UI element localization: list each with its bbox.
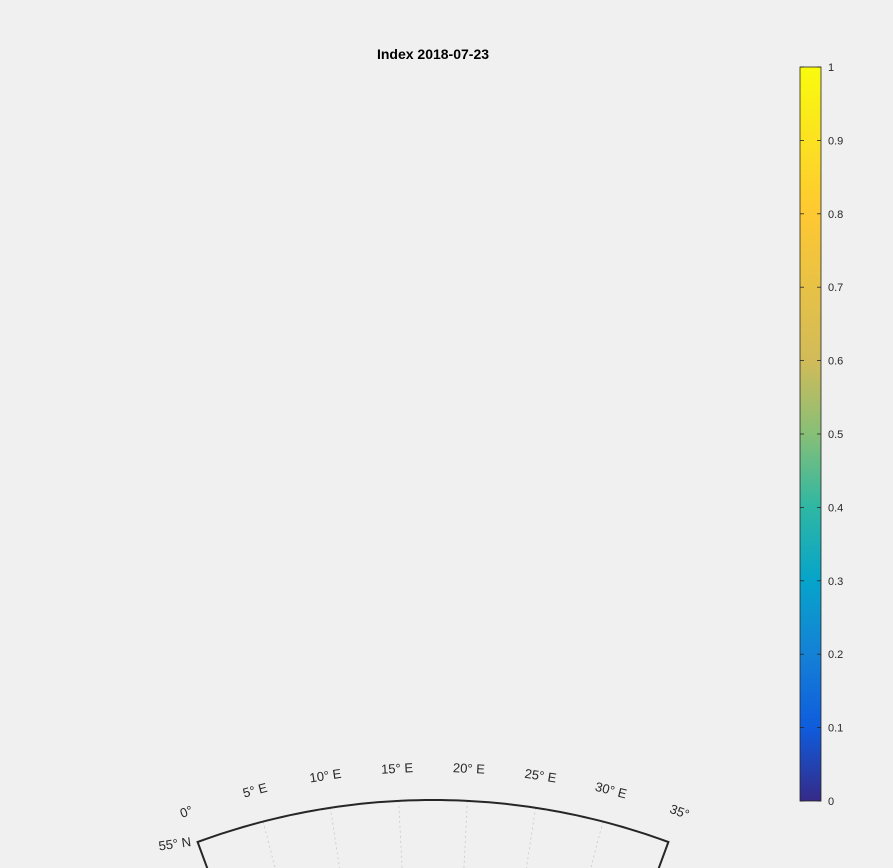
- map-frame-fill: [197, 800, 669, 868]
- colorbar-tick-label: 0.9: [828, 135, 843, 147]
- lon-tick-label: 20° E: [453, 760, 486, 777]
- coastline-gotland: [524, 654, 534, 668]
- lon-tick-label: 0°: [178, 802, 195, 820]
- coastline-sweden-east: [418, 408, 710, 618]
- coastline-norway-sweden: [211, 800, 640, 801]
- colorbar-tick-label: 0.1: [828, 723, 843, 735]
- lon-tick-label: 35°: [668, 801, 692, 822]
- colorbar-tick-label: 0.7: [828, 282, 843, 294]
- coastline-lake-ladoga: [650, 542, 698, 590]
- colorbar-tick-label: 0.6: [828, 356, 843, 368]
- coastline-gulf-finland: [496, 594, 660, 798]
- colorbar-tick-label: 0.2: [828, 649, 843, 661]
- colorbar-tick-label: 0.3: [828, 576, 843, 588]
- lon-tick-label: 5° E: [241, 780, 269, 801]
- lon-tick-label: 30° E: [594, 779, 629, 802]
- data-region-main: [345, 300, 522, 556]
- coastline-funen: [276, 774, 294, 792]
- chart-title: Index 2018-07-23: [377, 46, 489, 62]
- coastline-finland-north: [634, 345, 718, 520]
- lat-tick-label: 55° N: [158, 834, 192, 853]
- coastline-denmark: [246, 700, 302, 772]
- lon-tick-label: 10° E: [308, 766, 342, 786]
- colorbar-tick-label: 1: [828, 62, 834, 74]
- coastline-oland: [446, 698, 462, 726]
- lat-tick-labels: 55° N60° N65° N70° N75° N: [158, 834, 192, 853]
- data-gaps: [398, 352, 480, 506]
- coastline-baltic-south: [516, 672, 534, 690]
- lon-tick-label: 25° E: [524, 766, 558, 786]
- colorbar-tick-label: 0: [828, 796, 834, 808]
- colorbar-tick-label: 0.4: [828, 502, 843, 514]
- colorbar-tick-label: 0.8: [828, 209, 843, 221]
- colorbar: 0 0.1 0.2 0.3 0.4 0.5 0.6 0.7 0.8 0.9 1: [799, 62, 843, 808]
- data-region-south: [414, 594, 456, 622]
- colorbar-tick-label: 0.5: [828, 429, 843, 441]
- data-layer: [345, 300, 522, 622]
- coastlines: [211, 345, 718, 801]
- data-region-north-fragment: [438, 318, 452, 330]
- lon-tick-label: 15° E: [381, 760, 414, 777]
- map-frame: [196, 799, 670, 868]
- colorbar-ticks: 0 0.1 0.2 0.3 0.4 0.5 0.6 0.7 0.8 0.9 1: [800, 62, 843, 808]
